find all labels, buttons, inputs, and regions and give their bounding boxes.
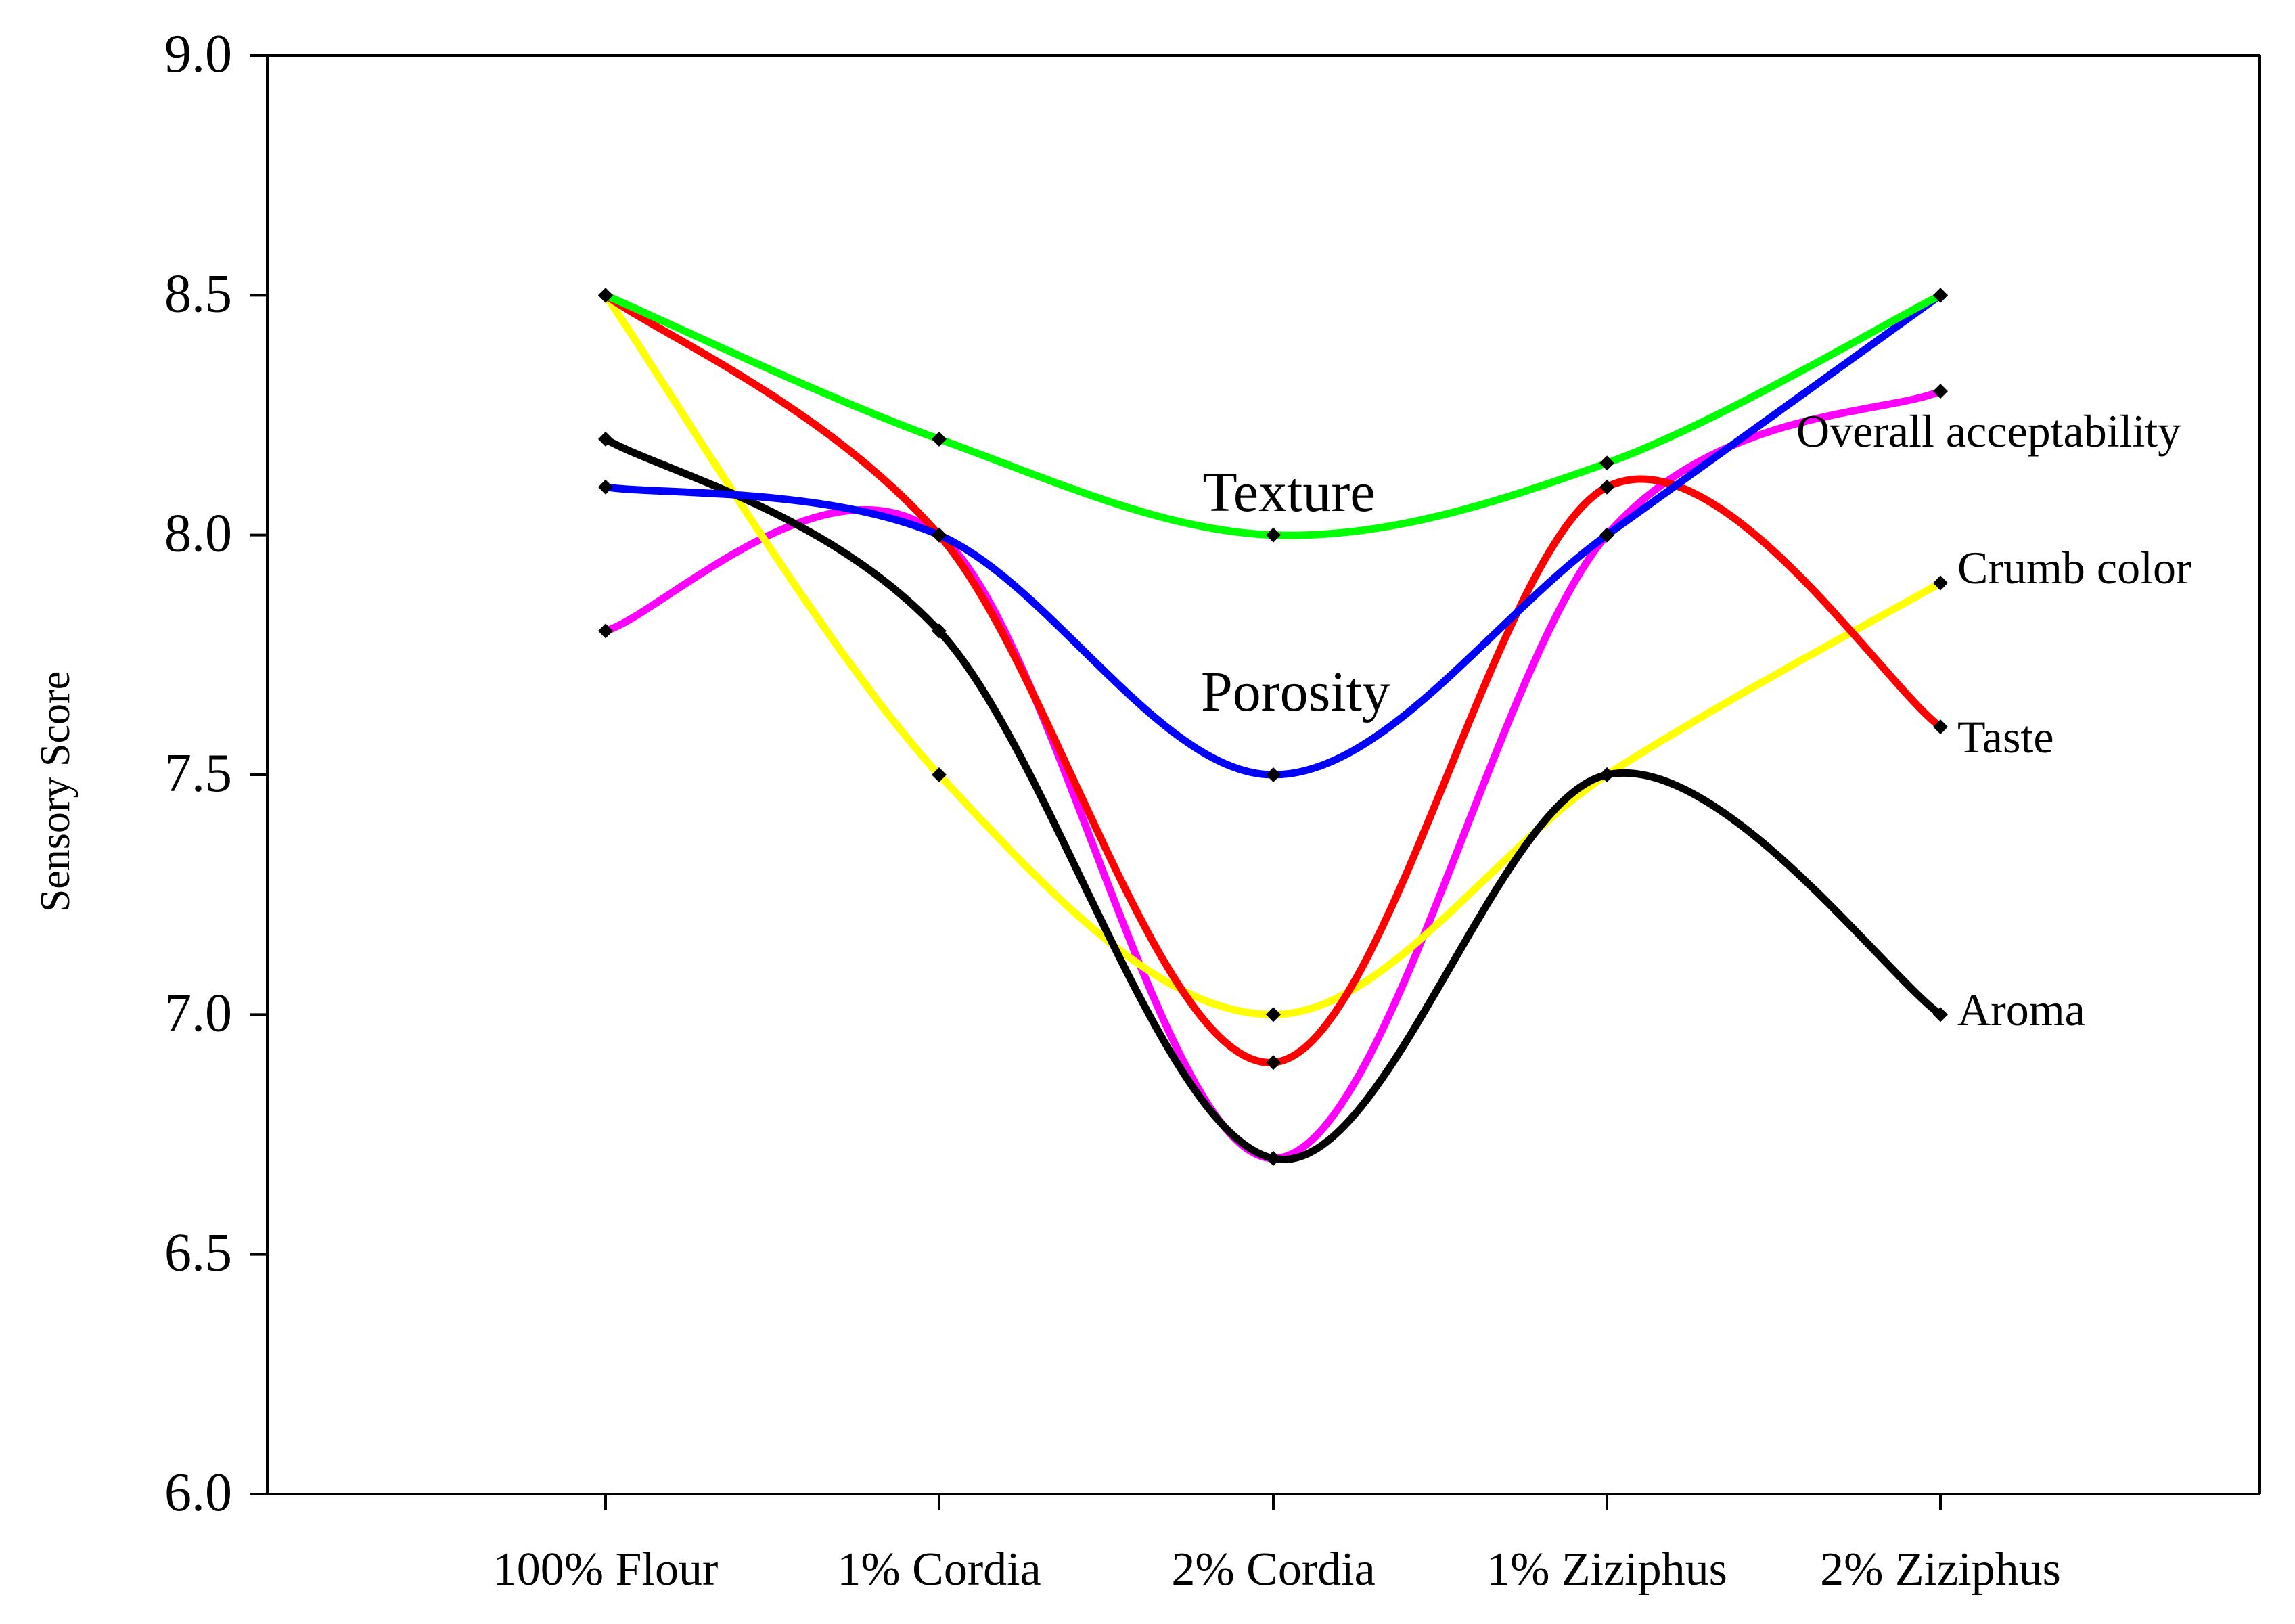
series-lines [601, 291, 1945, 1163]
x-ticks: 100% Flour 1% Cordia 2% Cordia 1% Ziziphus 2… [493, 1494, 2061, 1596]
data-point-texture [1599, 455, 1614, 471]
data-point-aroma [598, 431, 613, 447]
y-tick-label: 7.5 [164, 744, 232, 803]
y-axis-label: Sensory Score [32, 671, 78, 912]
series-label-porosity: Porosity [1201, 660, 1390, 723]
data-point-texture [932, 431, 947, 447]
data-point-aroma [932, 623, 947, 639]
data-point-porosity [1266, 767, 1281, 782]
data-point-crumb-color [1933, 575, 1948, 591]
series-line-taste [601, 291, 1945, 1066]
series-labels: Overall acceptability Crumb color Taste Aro… [1201, 405, 2191, 1035]
y-ticks: 6.0 6.5 7.0 7.5 8.0 8.5 9.0 [164, 24, 267, 1522]
y-tick-label: 8.0 [164, 504, 232, 564]
data-point-texture [598, 288, 613, 303]
y-tick-label: 8.5 [164, 264, 232, 323]
data-point-porosity [598, 479, 613, 495]
series-line-aroma [601, 435, 1945, 1163]
y-tick-label: 9.0 [164, 24, 232, 84]
y-tick-label: 6.0 [164, 1463, 232, 1522]
y-tick-label: 6.5 [164, 1223, 232, 1283]
data-point-taste [1266, 1055, 1281, 1070]
data-point-overall-acceptability [598, 623, 613, 639]
series-label-aroma: Aroma [1957, 984, 2085, 1035]
x-tick-label: 1% Cordia [837, 1543, 1041, 1596]
data-point-texture [1933, 288, 1948, 303]
series-label-texture: Texture [1202, 461, 1375, 524]
series-line-crumb-color [601, 291, 1945, 1018]
data-point-crumb-color [932, 767, 947, 782]
data-point-texture [1266, 527, 1281, 543]
series-label-crumb-color: Crumb color [1957, 542, 2191, 593]
x-tick-label: 2% Cordia [1171, 1543, 1375, 1596]
data-point-taste [1933, 719, 1948, 735]
data-point-aroma [1933, 1007, 1948, 1022]
data-point-aroma [1599, 767, 1614, 782]
data-point-aroma [1266, 1150, 1281, 1166]
x-tick-label: 1% Ziziphus [1486, 1543, 1727, 1596]
data-point-taste [1599, 479, 1614, 495]
data-point-porosity [932, 527, 947, 543]
data-point-markers [598, 288, 1948, 1166]
x-tick-label: 100% Flour [493, 1543, 719, 1596]
data-point-porosity [1599, 527, 1614, 543]
series-label-overall-acceptability: Overall acceptability [1796, 405, 2181, 457]
series-label-taste: Taste [1957, 711, 2054, 763]
data-point-overall-acceptability [1933, 384, 1948, 399]
y-tick-label: 7.0 [164, 983, 232, 1043]
data-point-crumb-color [1266, 1007, 1281, 1022]
x-tick-label: 2% Ziziphus [1820, 1543, 2061, 1596]
